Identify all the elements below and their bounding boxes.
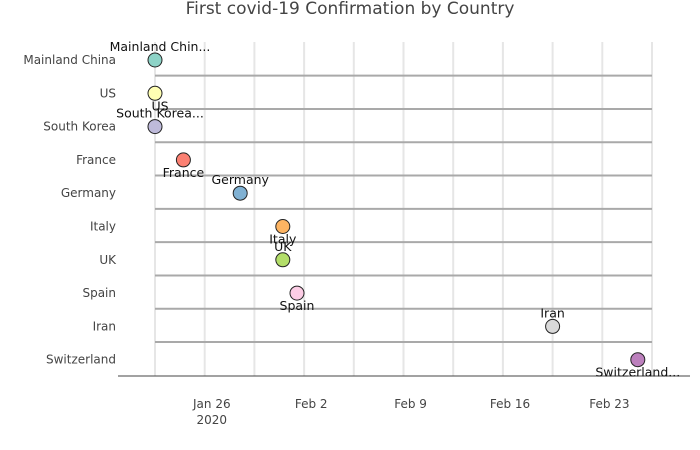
y-tick-label: South Korea [43, 120, 116, 134]
x-tick-label: Feb 9 [394, 397, 427, 411]
data-point-germany [232, 185, 248, 201]
data-point-south-korea [147, 119, 163, 135]
axis-layer: Jan 26 Feb 2 Feb 9 Feb 16 Feb 23 2020 Mainland… [23, 53, 690, 427]
data-point-italy [275, 219, 291, 234]
y-tick-label: Spain [82, 286, 116, 300]
y-tick-label: US [100, 86, 116, 100]
data-label: Iran [540, 305, 564, 320]
data-point-mainland-china [147, 52, 163, 68]
data-point-switzerland [630, 352, 646, 368]
data-point-us [147, 85, 163, 101]
y-tick-label: UK [99, 253, 117, 267]
y-tick-label: Germany [61, 186, 116, 200]
x-tick-label: Feb 16 [490, 397, 530, 411]
grid-layer [154, 42, 653, 376]
data-label: Switzerland... [595, 365, 680, 380]
data-label: France [163, 165, 205, 180]
y-tick-label: Switzerland [46, 353, 116, 367]
x-year-label: 2020 [197, 413, 228, 427]
y-tick-label: France [76, 153, 116, 167]
y-tick-label: Iran [93, 319, 116, 333]
x-tick-label: Feb 2 [295, 397, 328, 411]
x-tick-label: Jan 26 [192, 397, 231, 411]
y-tick-label: Mainland China [23, 53, 116, 67]
y-tick-label: Italy [90, 220, 116, 234]
data-label: South Korea... [116, 106, 204, 121]
data-label: Germany [211, 172, 269, 187]
data-label: Mainland Chin... [110, 39, 211, 54]
x-tick-label: Feb 23 [589, 397, 629, 411]
data-point-france [175, 152, 191, 168]
data-label: UK [274, 239, 292, 254]
data-label: Spain [280, 298, 315, 313]
marks-layer [147, 52, 646, 368]
data-label: Italy [269, 232, 297, 247]
data-point-spain [289, 285, 305, 301]
data-label: US [151, 98, 168, 113]
chart-title: First covid-19 Confirmation by Country [186, 0, 515, 19]
data-point-uk [275, 252, 291, 268]
data-point-iran [545, 318, 561, 334]
